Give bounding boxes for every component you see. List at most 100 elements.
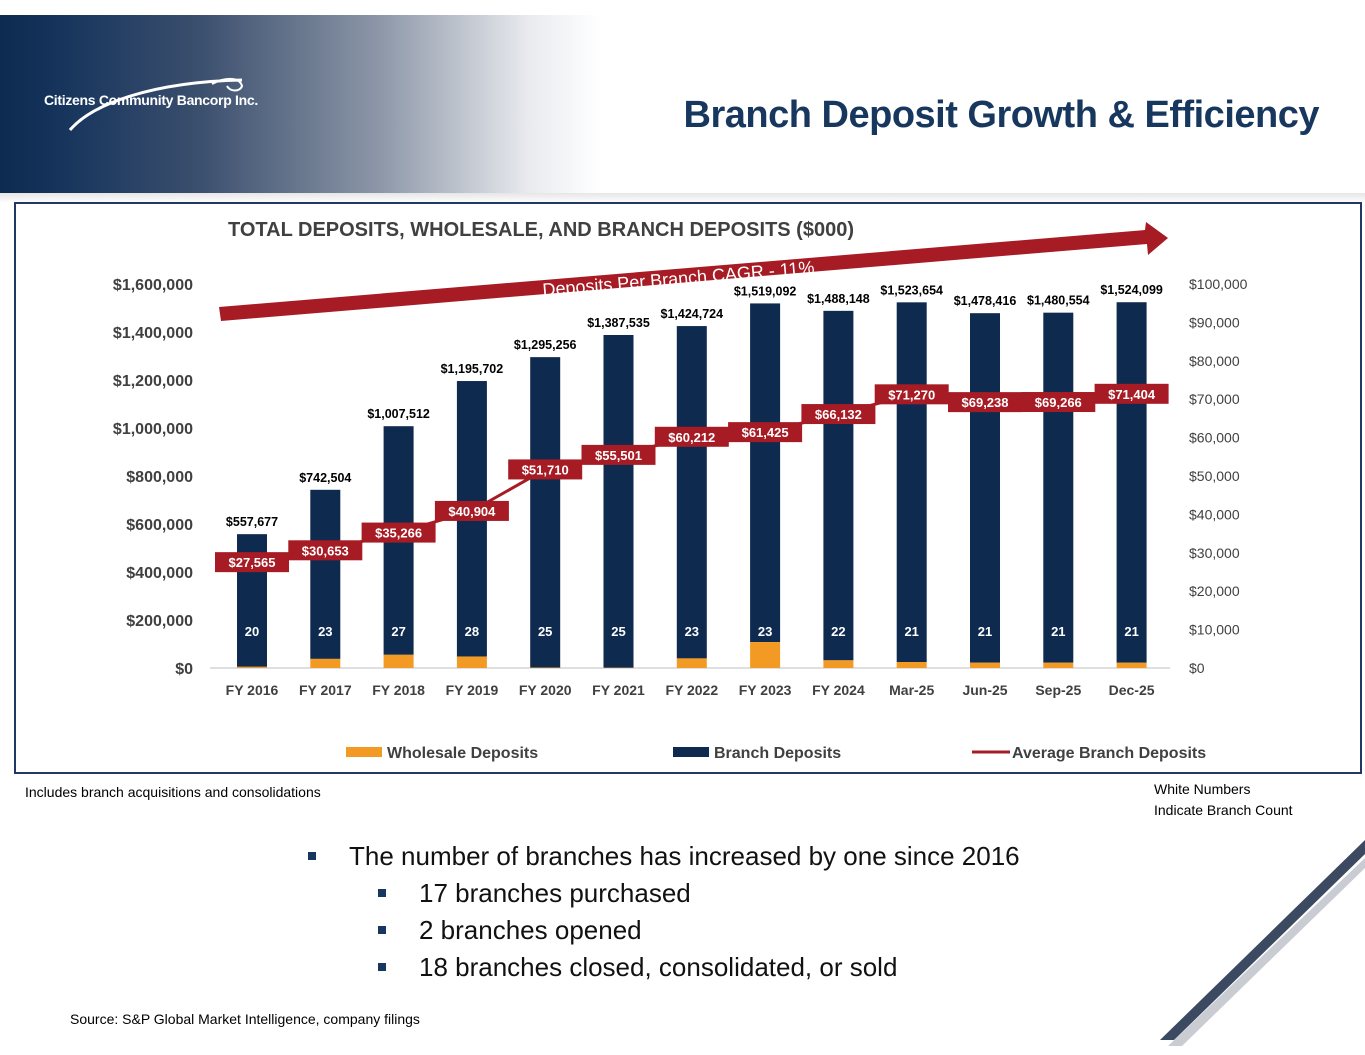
- y-right-tick-label: $20,000: [1189, 583, 1240, 599]
- wholesale-deposit-bar: [896, 662, 927, 668]
- x-tick-label: FY 2017: [299, 682, 352, 698]
- header-band: [0, 15, 1365, 193]
- average-deposit-label: $71,404: [1108, 387, 1156, 402]
- legend-wholesale-label: Wholesale Deposits: [387, 745, 538, 762]
- average-label-box: [508, 459, 583, 480]
- legend-branch-label: Branch Deposits: [714, 745, 841, 762]
- wholesale-deposit-bar: [456, 656, 487, 668]
- y-right-tick-label: $80,000: [1189, 353, 1240, 369]
- wholesale-deposit-bar: [237, 666, 267, 668]
- y-right-tick-label: $60,000: [1189, 430, 1240, 446]
- acquisitions-note: Includes branch acquisitions and consoli…: [25, 784, 321, 800]
- bullet-sub: 17 branches purchased: [300, 875, 1020, 912]
- branch-count-label: 27: [391, 624, 405, 639]
- total-deposit-label: $1,519,092: [734, 284, 797, 298]
- total-deposit-label: $557,677: [226, 515, 278, 529]
- y-left-tick-label: $0: [175, 661, 193, 678]
- legend-average-label: Average Branch Deposits: [1012, 745, 1206, 762]
- y-left-tick-label: $800,000: [126, 469, 193, 486]
- branch-count-label: 21: [1124, 624, 1138, 639]
- wholesale-deposit-bar: [970, 662, 1000, 668]
- branch-deposit-bar: [896, 302, 927, 662]
- average-deposit-label: $27,565: [229, 555, 276, 570]
- total-deposit-label: $1,480,554: [1027, 294, 1090, 308]
- x-tick-label: FY 2024: [812, 682, 865, 698]
- y-left-tick-label: $200,000: [126, 613, 193, 630]
- total-deposit-label: $1,295,256: [514, 338, 577, 352]
- branch-deposit-bar: [750, 303, 781, 643]
- average-deposit-label: $66,132: [815, 407, 862, 422]
- legend-wholesale-swatch: [346, 747, 382, 757]
- average-label-box: [654, 426, 729, 447]
- cagr-arrow: [219, 222, 1168, 321]
- bullet-square-icon: [378, 926, 386, 934]
- bullet-sub: 18 branches closed, consolidated, or sol…: [300, 949, 1020, 986]
- branch-count-note: White Numbers Indicate Branch Count: [1154, 779, 1293, 821]
- y-right-tick-label: $90,000: [1189, 314, 1240, 330]
- wholesale-deposit-bar: [1043, 662, 1074, 668]
- total-deposit-label: $1,387,535: [587, 316, 650, 330]
- average-label-box: [1094, 383, 1169, 404]
- y-left-tick-label: $1,200,000: [113, 373, 193, 390]
- bullet-sub-text: 17 branches purchased: [419, 878, 691, 908]
- y-right-tick-label: $40,000: [1189, 506, 1240, 522]
- bullet-sub: 2 branches opened: [300, 912, 1020, 949]
- branch-count-note-line1: White Numbers: [1154, 781, 1251, 797]
- wholesale-deposit-bar: [1116, 662, 1147, 668]
- y-right-tick-label: $50,000: [1189, 468, 1240, 484]
- y-right-tick-label: $70,000: [1189, 391, 1240, 407]
- x-tick-label: Sep-25: [1035, 682, 1081, 698]
- branch-count-label: 22: [831, 624, 845, 639]
- total-deposit-label: $1,007,512: [367, 407, 430, 421]
- average-deposit-label: $61,425: [742, 425, 789, 440]
- average-label-box: [215, 552, 289, 573]
- x-tick-label: FY 2021: [592, 682, 645, 698]
- y-right-tick-label: $10,000: [1189, 622, 1240, 638]
- page-title: Branch Deposit Growth & Efficiency: [683, 94, 1320, 136]
- total-deposit-label: $1,523,654: [880, 283, 943, 297]
- wholesale-deposit-bar: [676, 658, 707, 668]
- average-label-box: [1021, 392, 1096, 413]
- bullet-main-text: The number of branches has increased by …: [349, 841, 1020, 871]
- y-right-tick-label: $100,000: [1189, 276, 1248, 292]
- y-right-tick-label: $30,000: [1189, 545, 1240, 561]
- branch-deposit-bar: [603, 334, 634, 668]
- average-label-box: [874, 384, 949, 405]
- branch-deposit-bar: [310, 489, 341, 659]
- branch-count-label: 20: [245, 624, 259, 639]
- total-deposit-label: $1,488,148: [807, 292, 870, 306]
- bullet-square-icon: [378, 963, 386, 971]
- x-tick-label: FY 2023: [739, 682, 792, 698]
- total-deposit-label: $1,478,416: [954, 294, 1017, 308]
- x-tick-label: FY 2020: [519, 682, 572, 698]
- branch-count-label: 23: [318, 624, 332, 639]
- y-right-tick-label: $0: [1189, 660, 1205, 676]
- logo-swoosh-icon: [68, 78, 244, 131]
- average-label-box: [434, 500, 509, 521]
- x-tick-label: FY 2016: [226, 682, 279, 698]
- company-logo-text: Citizens Community Bancorp Inc.: [44, 92, 258, 108]
- branch-count-label: 21: [978, 624, 992, 639]
- branch-deposit-bar: [676, 326, 707, 659]
- branch-deposit-bar: [1043, 312, 1074, 663]
- branch-count-label: 25: [538, 624, 552, 639]
- y-left-tick-label: $600,000: [126, 517, 193, 534]
- bullet-list: The number of branches has increased by …: [300, 838, 1020, 986]
- branch-count-label: 23: [758, 624, 772, 639]
- branch-count-label: 21: [1051, 624, 1065, 639]
- average-deposit-label: $71,270: [888, 387, 935, 402]
- x-tick-label: Mar-25: [889, 682, 934, 698]
- average-deposit-label: $30,653: [302, 543, 349, 558]
- branch-count-label: 28: [465, 624, 479, 639]
- x-tick-label: FY 2019: [446, 682, 499, 698]
- x-tick-label: FY 2022: [665, 682, 718, 698]
- average-label-box: [288, 540, 363, 561]
- bullet-square-icon: [378, 889, 386, 897]
- branch-count-note-line2: Indicate Branch Count: [1154, 802, 1293, 818]
- branch-deposit-bar: [970, 313, 1000, 663]
- branch-deposit-bar: [823, 310, 854, 661]
- chart-frame: [14, 202, 1362, 774]
- x-tick-label: Jun-25: [962, 682, 1007, 698]
- wholesale-deposit-bar: [310, 658, 341, 668]
- y-left-tick-label: $1,400,000: [113, 325, 193, 342]
